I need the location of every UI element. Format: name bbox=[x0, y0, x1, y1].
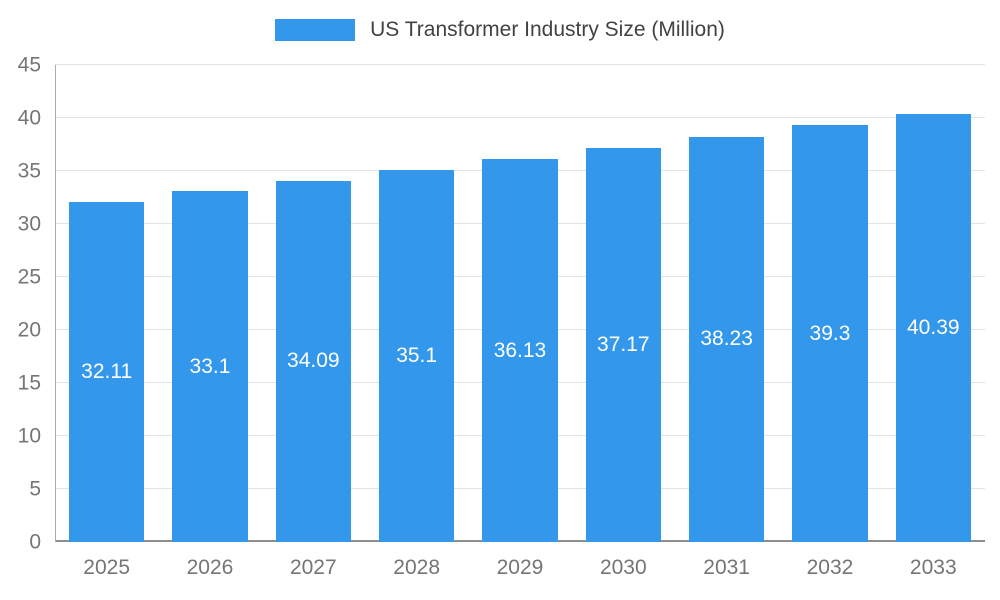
x-tick-label: 2032 bbox=[806, 556, 854, 579]
gridline bbox=[55, 64, 985, 65]
x-tick-label: 2025 bbox=[83, 556, 131, 579]
y-axis-labels: 0 5 10 15 20 25 30 35 40 45 bbox=[0, 55, 47, 553]
y-tick-label: 20 bbox=[17, 318, 41, 342]
bar-slot: 39.3 bbox=[778, 65, 881, 542]
bar-slot: 38.23 bbox=[675, 65, 778, 542]
y-tick-label: 45 bbox=[17, 53, 41, 77]
bar-value-label: 37.17 bbox=[597, 333, 650, 356]
bar[interactable]: 40.39 bbox=[895, 113, 971, 542]
y-tick-label: 5 bbox=[29, 477, 41, 501]
x-tick-label: 2029 bbox=[496, 556, 544, 579]
y-axis-line bbox=[55, 65, 56, 542]
legend-swatch bbox=[275, 19, 356, 41]
bar[interactable]: 33.1 bbox=[172, 191, 248, 542]
x-tick-label: 2026 bbox=[186, 556, 234, 579]
y-tick-label: 30 bbox=[17, 212, 41, 236]
bar[interactable]: 36.13 bbox=[482, 159, 558, 542]
bar-slot: 34.09 bbox=[262, 65, 365, 542]
bar-value-label: 35.1 bbox=[396, 343, 438, 367]
bar[interactable]: 37.17 bbox=[585, 148, 662, 542]
x-tick-label: 2028 bbox=[393, 556, 440, 579]
bar[interactable]: 34.09 bbox=[275, 180, 352, 542]
x-axis-labels: 2025 2026 2027 2028 2029 2030 2031 2032 2033 bbox=[55, 556, 985, 580]
bar[interactable]: 35.1 bbox=[378, 169, 455, 542]
y-tick-label: 15 bbox=[17, 371, 41, 395]
bar-slot: 36.13 bbox=[468, 65, 571, 542]
gridline bbox=[55, 117, 985, 118]
y-tick-label: 40 bbox=[17, 106, 41, 130]
x-tick-label: 2027 bbox=[289, 556, 337, 579]
x-tick-label: 2030 bbox=[599, 556, 647, 579]
bar-slot: 37.17 bbox=[572, 65, 675, 542]
plot-area: 32.11 33.1 34.09 35.1 36.13 37.17 38.23 39.3 40.… bbox=[55, 64, 985, 542]
bar[interactable]: 38.23 bbox=[688, 136, 765, 542]
legend-label: US Transformer Industry Size (Million) bbox=[370, 18, 725, 41]
bars: 32.11 33.1 34.09 35.1 36.13 37.17 38.23 39.3 40.… bbox=[55, 65, 985, 542]
legend: US Transformer Industry Size (Million) bbox=[0, 18, 1000, 42]
x-tick-label: 2033 bbox=[909, 556, 957, 579]
bar[interactable]: 32.11 bbox=[68, 201, 145, 542]
bar-slot: 35.1 bbox=[365, 65, 468, 542]
bar-value-label: 36.13 bbox=[493, 338, 547, 362]
bar[interactable]: 39.3 bbox=[792, 125, 868, 542]
y-tick-label: 35 bbox=[17, 159, 41, 183]
bar-value-label: 38.23 bbox=[700, 327, 753, 351]
y-tick-label: 0 bbox=[29, 530, 41, 554]
bar-value-label: 33.1 bbox=[189, 354, 231, 378]
y-tick-label: 25 bbox=[17, 265, 41, 289]
bar-slot: 33.1 bbox=[158, 65, 261, 542]
bar-value-label: 32.11 bbox=[81, 359, 133, 383]
y-tick-label: 10 bbox=[17, 424, 41, 448]
x-tick-label: 2031 bbox=[703, 556, 750, 579]
bar-value-label: 34.09 bbox=[287, 349, 340, 373]
bar-value-label: 40.39 bbox=[907, 315, 960, 339]
bar-slot: 32.11 bbox=[55, 65, 158, 542]
bar-slot: 40.39 bbox=[882, 65, 985, 542]
bar-value-label: 39.3 bbox=[809, 321, 851, 345]
